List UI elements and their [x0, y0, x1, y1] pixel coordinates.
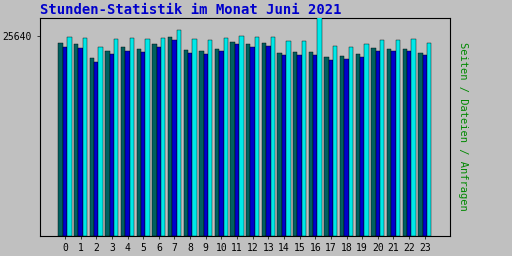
- Bar: [250, 47, 255, 236]
- Bar: [329, 60, 333, 236]
- Bar: [58, 43, 63, 236]
- Bar: [67, 37, 72, 236]
- Bar: [297, 55, 302, 236]
- Bar: [83, 38, 87, 236]
- Bar: [177, 30, 181, 236]
- Bar: [391, 51, 396, 236]
- Bar: [130, 38, 134, 236]
- Bar: [90, 58, 94, 236]
- Bar: [293, 52, 297, 236]
- Bar: [168, 37, 173, 236]
- Bar: [255, 37, 259, 236]
- Bar: [270, 37, 275, 236]
- Bar: [302, 41, 306, 236]
- Bar: [427, 43, 431, 236]
- Bar: [333, 46, 337, 236]
- Text: Stunden-Statistik im Monat Juni 2021: Stunden-Statistik im Monat Juni 2021: [40, 3, 342, 17]
- Bar: [282, 55, 286, 236]
- Bar: [422, 55, 427, 236]
- Bar: [418, 53, 422, 236]
- Bar: [360, 57, 365, 236]
- Bar: [137, 49, 141, 236]
- Bar: [324, 57, 329, 236]
- Bar: [239, 36, 244, 236]
- Bar: [188, 53, 193, 236]
- Bar: [78, 48, 83, 236]
- Bar: [161, 38, 165, 236]
- Bar: [173, 40, 177, 236]
- Bar: [278, 53, 282, 236]
- Bar: [204, 55, 208, 236]
- Bar: [262, 43, 266, 236]
- Bar: [345, 59, 349, 236]
- Bar: [208, 40, 212, 236]
- Bar: [371, 48, 376, 236]
- Bar: [313, 55, 317, 236]
- Bar: [141, 52, 145, 236]
- Bar: [219, 51, 224, 236]
- Bar: [145, 39, 150, 236]
- Bar: [286, 41, 290, 236]
- Bar: [407, 51, 411, 236]
- Bar: [157, 47, 161, 236]
- Bar: [125, 51, 130, 236]
- Bar: [114, 39, 118, 236]
- Y-axis label: Seiten / Dateien / Anfragen: Seiten / Dateien / Anfragen: [458, 42, 468, 211]
- Bar: [411, 39, 416, 236]
- Bar: [184, 50, 188, 236]
- Bar: [152, 44, 157, 236]
- Bar: [246, 44, 250, 236]
- Bar: [193, 39, 197, 236]
- Bar: [376, 51, 380, 236]
- Bar: [402, 49, 407, 236]
- Bar: [98, 47, 103, 236]
- Bar: [380, 40, 385, 236]
- Bar: [74, 44, 78, 236]
- Bar: [105, 51, 110, 236]
- Bar: [356, 54, 360, 236]
- Bar: [396, 40, 400, 236]
- Bar: [121, 47, 125, 236]
- Bar: [230, 42, 235, 236]
- Bar: [110, 55, 114, 236]
- Bar: [340, 56, 345, 236]
- Bar: [266, 46, 270, 236]
- Bar: [387, 49, 391, 236]
- Bar: [309, 52, 313, 236]
- Bar: [235, 44, 239, 236]
- Bar: [224, 38, 228, 236]
- Bar: [317, 0, 322, 236]
- Bar: [349, 47, 353, 236]
- Bar: [63, 47, 67, 236]
- Bar: [199, 51, 204, 236]
- Bar: [215, 49, 219, 236]
- Bar: [94, 62, 98, 236]
- Bar: [365, 44, 369, 236]
